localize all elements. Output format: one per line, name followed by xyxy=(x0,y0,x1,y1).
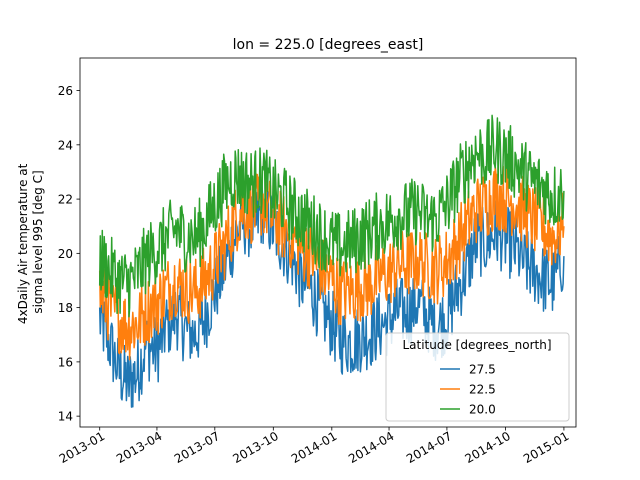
x-tick-label: 2013-07 xyxy=(172,429,222,466)
legend: Latitude [degrees_north] 27.5 22.5 20.0 xyxy=(385,332,570,422)
y-tick-label: 14 xyxy=(58,410,73,424)
x-tick-label: 2013-04 xyxy=(114,429,164,466)
legend-title: Latitude [degrees_north] xyxy=(402,338,551,352)
legend-box xyxy=(385,332,570,422)
x-tick-label: 2014-01 xyxy=(289,429,339,466)
y-tick-label: 20 xyxy=(58,247,73,261)
y-axis-label: 4xDaily Air temperature at sigma level 9… xyxy=(16,160,45,324)
y-axis-label-line-1: 4xDaily Air temperature at xyxy=(16,163,30,324)
y-tick-label: 22 xyxy=(58,193,73,207)
series-line-22.5 xyxy=(98,164,565,361)
chart-title: lon = 225.0 [degrees_east] xyxy=(233,37,424,53)
y-tick-label: 18 xyxy=(58,301,73,315)
series-line-20.0 xyxy=(98,114,565,318)
axes-frame xyxy=(79,57,577,428)
legend-label: 27.5 xyxy=(469,363,496,377)
x-tick-label: 2014-10 xyxy=(462,429,512,466)
series-layer xyxy=(98,114,565,408)
series-line-27.5 xyxy=(98,182,565,408)
legend-label: 20.0 xyxy=(469,403,496,417)
y-axis: 14 16 18 20 22 24 26 xyxy=(58,84,80,424)
x-axis: 2013-01 2013-04 2013-07 2013-10 2014-01 2014-… xyxy=(57,427,571,466)
x-tick-label: 2013-10 xyxy=(230,429,280,466)
x-tick-label: 2015-01 xyxy=(521,429,571,466)
legend-items: 27.5 22.5 20.0 xyxy=(440,363,496,417)
y-tick-label: 24 xyxy=(58,138,73,152)
y-tick-label: 26 xyxy=(58,84,73,98)
x-tick-label: 2013-01 xyxy=(57,429,107,466)
legend-label: 22.5 xyxy=(469,383,496,397)
x-tick-label: 2014-07 xyxy=(404,429,454,466)
y-tick-label: 16 xyxy=(58,355,73,369)
y-axis-label-line-2: sigma level 995 [deg C] xyxy=(31,170,45,313)
x-tick-label: 2014-04 xyxy=(346,429,396,466)
